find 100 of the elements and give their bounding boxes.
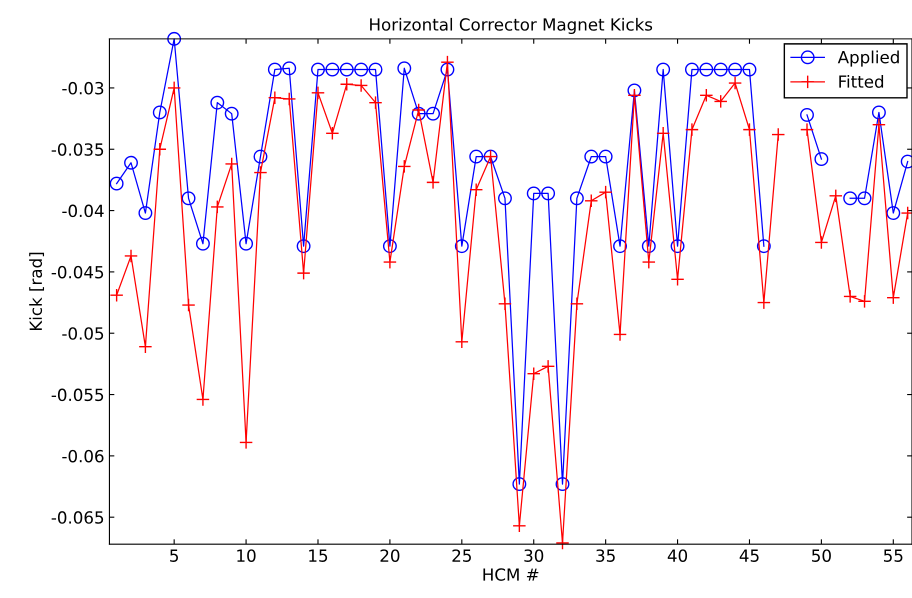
point	[498, 296, 512, 311]
point	[728, 76, 742, 90]
y-axis-title: Kick [rad]	[29, 252, 44, 330]
x-tick-label: 45	[740, 550, 759, 562]
point	[699, 88, 714, 102]
point	[685, 122, 699, 137]
point	[584, 150, 598, 164]
y-tick-label: -0.035	[52, 143, 104, 156]
point	[282, 92, 296, 106]
x-tick-label: 35	[596, 549, 615, 562]
chart-title: Horizontal Corrector Magnet Kicks	[370, 18, 652, 34]
point	[627, 83, 642, 98]
point	[397, 61, 412, 76]
x-tick-label: 50	[812, 549, 831, 562]
point	[556, 536, 570, 550]
point	[642, 239, 656, 254]
point	[138, 340, 152, 354]
point	[382, 255, 397, 270]
point	[282, 61, 296, 76]
point	[800, 122, 814, 137]
point	[239, 236, 254, 251]
x-tick-label: 20	[380, 549, 400, 562]
point	[354, 62, 368, 76]
x-tick-label: 15	[309, 550, 328, 562]
point	[814, 236, 828, 250]
point	[728, 62, 742, 76]
point	[397, 159, 412, 174]
point	[254, 166, 268, 180]
point	[325, 62, 340, 76]
point	[182, 191, 196, 206]
point	[311, 62, 325, 76]
point	[800, 108, 814, 122]
y-tick-label: -0.065	[52, 511, 104, 524]
point	[656, 62, 670, 76]
point	[886, 290, 900, 305]
point	[368, 62, 382, 76]
point	[368, 96, 382, 110]
point	[296, 239, 311, 254]
point	[526, 366, 541, 381]
y-tick-label: -0.03	[62, 82, 104, 94]
point	[541, 186, 556, 200]
point	[224, 106, 239, 121]
point	[469, 150, 484, 164]
point	[340, 77, 354, 92]
x-axis-title: HCM #	[483, 568, 538, 581]
point	[771, 128, 786, 142]
point	[426, 175, 440, 190]
point	[440, 55, 454, 70]
point	[124, 249, 138, 263]
y-tick-label: -0.06	[62, 450, 104, 462]
point	[454, 239, 469, 254]
x-tick-label: 55	[884, 550, 902, 562]
point	[110, 176, 124, 191]
point	[541, 359, 556, 374]
legend-label: Applied	[838, 50, 899, 67]
point	[756, 239, 771, 254]
point	[340, 62, 354, 76]
point	[843, 191, 858, 206]
point	[613, 239, 627, 254]
x-tick-label: 10	[237, 549, 256, 562]
point	[426, 106, 440, 121]
point	[584, 194, 598, 208]
x-tick-label: 25	[452, 549, 471, 562]
point	[167, 32, 182, 46]
point	[110, 288, 124, 302]
y-tick-label: -0.04	[62, 204, 104, 218]
point	[843, 289, 858, 304]
point	[182, 298, 196, 312]
point	[570, 296, 584, 311]
point	[556, 477, 570, 492]
point	[685, 62, 699, 76]
point	[756, 296, 771, 310]
point	[224, 157, 239, 171]
point	[210, 96, 224, 110]
point	[742, 62, 756, 76]
point	[714, 62, 728, 76]
point	[311, 86, 325, 100]
point	[325, 126, 340, 140]
point	[598, 185, 613, 200]
point	[412, 103, 426, 117]
point	[714, 94, 728, 108]
point	[254, 150, 268, 164]
point	[167, 80, 182, 95]
point	[440, 62, 454, 76]
legend-label: Fitted	[839, 75, 884, 88]
point	[742, 122, 756, 137]
point	[210, 200, 224, 214]
point	[196, 392, 210, 406]
point	[570, 191, 584, 206]
point	[152, 142, 167, 156]
point	[152, 106, 167, 120]
point	[239, 435, 254, 450]
point	[598, 150, 613, 164]
point	[526, 186, 541, 200]
point	[138, 206, 152, 220]
point	[872, 106, 886, 120]
point	[412, 106, 426, 121]
point	[382, 239, 397, 254]
point	[296, 266, 311, 280]
point	[354, 78, 368, 92]
